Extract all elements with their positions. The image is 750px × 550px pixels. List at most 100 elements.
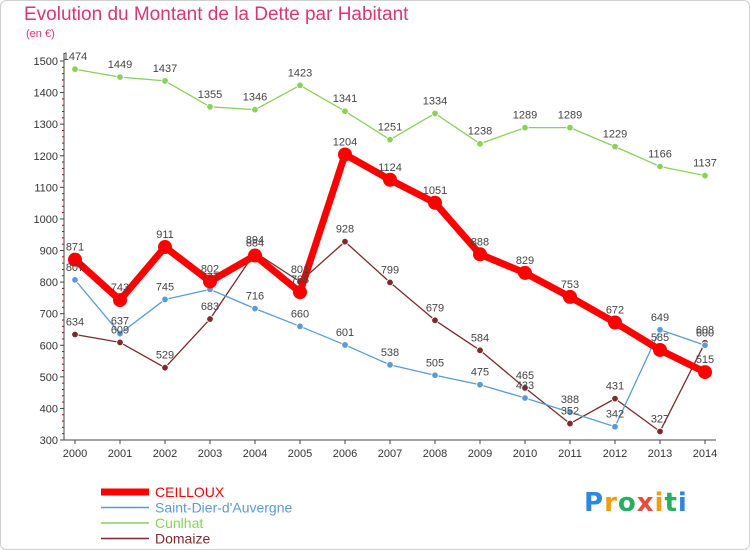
y-tick-label: 600 [40,340,58,352]
data-label: 1238 [468,126,492,138]
x-tick-label: 2005 [288,448,312,460]
y-tick-label: 1100 [34,182,58,194]
data-label: 745 [156,281,174,293]
data-point [653,342,667,357]
proxiti-logo: Proxiti [584,488,688,518]
data-label: 829 [516,255,534,267]
data-point [428,195,442,210]
data-point [161,77,169,85]
data-label: 1474 [63,51,87,63]
data-point [698,365,712,380]
data-label: 505 [426,357,444,369]
data-label: 928 [336,224,354,236]
data-point [116,73,124,81]
legend-label: CEILLOUX [155,484,225,500]
data-point [383,172,397,187]
data-point [206,315,214,323]
data-point [71,330,79,339]
data-point [566,419,574,428]
data-label: 1289 [513,110,537,122]
x-tick-label: 2007 [378,448,402,460]
data-label: 433 [516,380,534,392]
x-tick-label: 2006 [333,448,357,460]
x-tick-label: 2013 [648,448,672,460]
y-tick-label: 400 [40,403,58,415]
data-label: 475 [471,367,489,379]
data-point [203,274,217,289]
data-label: 1251 [378,122,402,134]
x-tick-label: 2010 [513,448,537,460]
data-label: 1124 [378,162,402,174]
x-tick-label: 2009 [468,448,492,460]
data-label: 649 [651,312,669,324]
data-label: 327 [651,413,669,425]
data-label: 538 [381,347,399,359]
data-label: 1229 [603,129,627,141]
data-label: 388 [561,394,579,406]
data-label: 1423 [288,67,312,79]
data-point [251,105,259,114]
chart-title: Evolution du Montant de la Dette par Hab… [24,4,409,25]
data-label: 1449 [108,59,132,71]
data-point [521,384,529,392]
data-point [341,107,349,115]
data-label: 585 [651,332,669,344]
x-tick-label: 2001 [108,448,132,460]
legend-label: Cunlhat [155,515,203,531]
y-tick-label: 900 [40,246,58,258]
data-label: 894 [246,234,264,246]
data-label: 871 [66,242,84,254]
y-tick-label: 800 [40,277,58,289]
data-point [608,315,622,330]
data-point [68,252,82,267]
data-point [341,341,349,349]
data-label: 660 [291,308,309,320]
data-point [656,427,664,436]
x-tick-label: 2004 [243,448,267,460]
data-point [71,65,79,73]
data-label: 1166 [648,148,672,160]
data-label: 679 [426,302,444,314]
data-point [431,316,439,324]
data-label: 884 [246,238,264,250]
data-point [566,408,574,416]
x-tick-label: 2014 [693,448,717,460]
data-label: 807 [66,262,84,274]
y-tick-label: 700 [40,309,58,321]
data-label: 768 [291,274,309,286]
data-label: 1289 [558,110,582,122]
data-label: 777 [201,271,219,283]
data-point [566,123,574,132]
data-point [296,322,304,330]
x-tick-label: 2003 [198,448,222,460]
x-tick-label: 2002 [153,448,177,460]
data-point [431,109,439,118]
data-point [386,278,394,287]
data-label: 1355 [198,89,222,101]
data-label: 608 [696,325,714,337]
data-label: 672 [606,305,624,317]
legend-label: Domaize [155,531,210,547]
y-tick-label: 300 [40,435,58,447]
data-point [611,394,619,403]
y-tick-label: 1200 [34,151,58,163]
y-tick-label: 1500 [34,56,58,68]
data-label: 1204 [333,136,357,148]
data-label: 802 [201,263,219,275]
data-label: 634 [66,317,84,329]
data-label: 801 [291,264,309,276]
y-tick-label: 1000 [34,214,58,226]
data-label: 431 [606,381,624,393]
data-point [248,248,262,263]
data-point [656,162,664,171]
legend-label: Saint-Dier-d'Auvergne [155,500,293,516]
data-point [296,81,304,90]
x-tick-label: 2000 [63,448,87,460]
data-label: 1437 [153,63,177,75]
data-point [611,142,619,151]
data-label: 1346 [243,92,267,104]
x-tick-label: 2012 [603,448,627,460]
x-tick-label: 2011 [558,448,582,460]
data-label: 1051 [423,185,447,197]
